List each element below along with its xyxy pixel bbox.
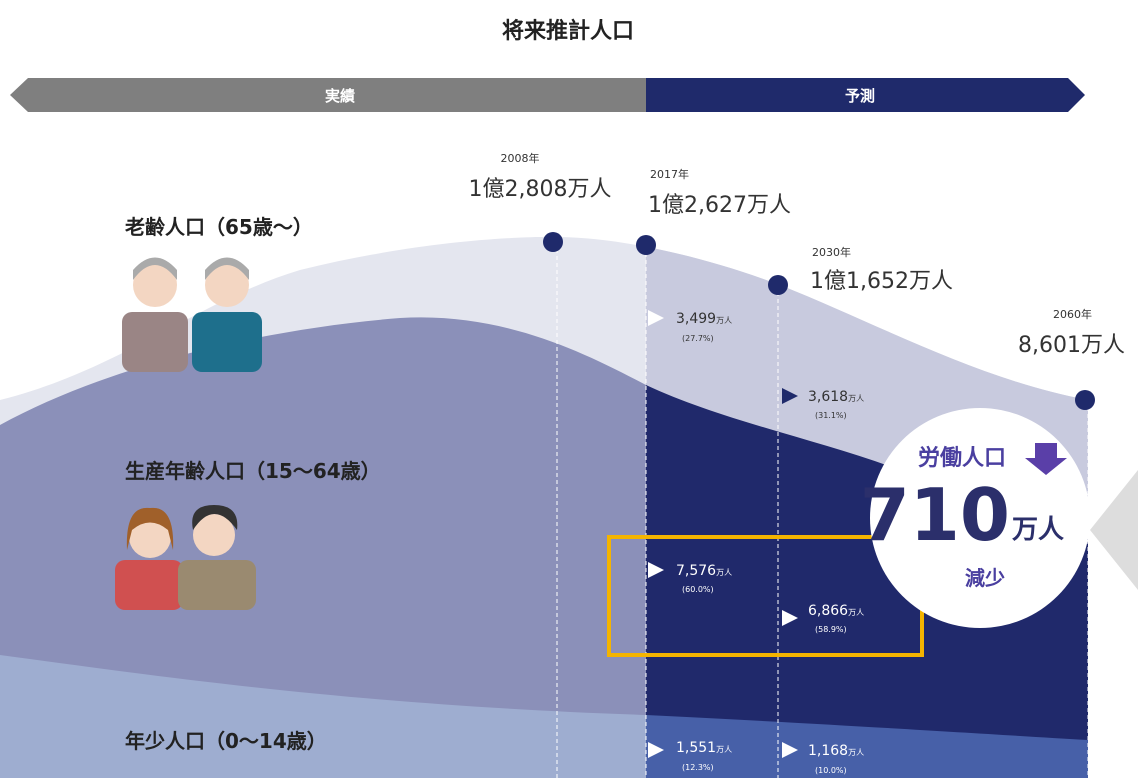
- figure-share: (58.9%): [815, 625, 847, 634]
- pointer: [1090, 470, 1138, 590]
- total: 1億2,808万人: [469, 177, 612, 202]
- total: 8,601万人: [1018, 333, 1125, 358]
- figure-share: (10.0%): [815, 766, 847, 775]
- forecast-label: 予測: [845, 87, 875, 105]
- figure-share: (31.1%): [815, 411, 847, 420]
- year: 2008年: [501, 151, 540, 165]
- figure-share: (60.0%): [682, 585, 714, 594]
- figure-share: (27.7%): [682, 334, 714, 343]
- year: 2030年: [812, 245, 851, 259]
- group-label: 老齢人口（65歳〜）: [125, 215, 313, 239]
- total: 1億2,627万人: [648, 193, 791, 218]
- figure-share: (12.3%): [682, 763, 714, 772]
- total: 1億1,652万人: [810, 269, 953, 294]
- past-label: 実績: [325, 87, 355, 105]
- infographic: 将来推計人口 実績 予測 2008年 1億2,808万人 2017年 1億2,6…: [0, 0, 1138, 778]
- group-label: 年少人口（0〜14歳）: [125, 729, 327, 753]
- group-label: 生産年齢人口（15〜64歳）: [125, 459, 381, 483]
- callout-note: 減少: [965, 566, 1005, 590]
- callout-unit: 万人: [1012, 515, 1064, 545]
- year: 2060年: [1053, 307, 1092, 321]
- year: 2017年: [650, 167, 689, 181]
- title: 将来推計人口: [502, 18, 634, 44]
- callout-heading: 労働人口: [918, 445, 1006, 471]
- callout-number: 710: [860, 473, 1010, 557]
